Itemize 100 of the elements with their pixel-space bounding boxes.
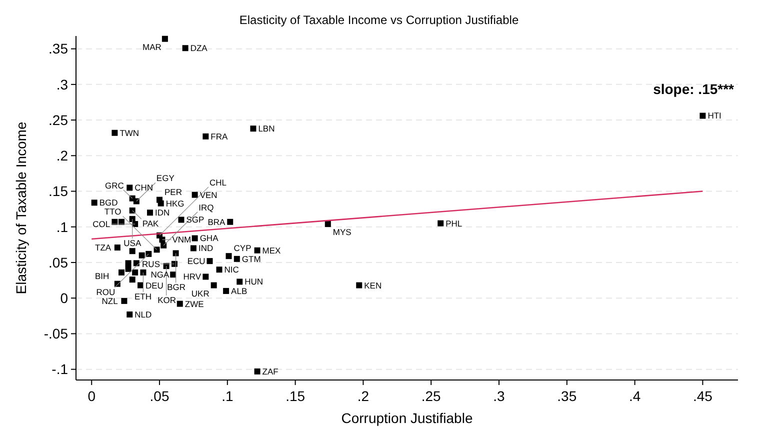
x-tick-label: .2	[357, 388, 370, 404]
annotation: NIC	[224, 264, 239, 275]
point	[223, 288, 230, 294]
point	[176, 300, 183, 307]
annotation: MYS	[332, 227, 352, 237]
annotation: GTM	[242, 254, 261, 264]
y-tick-label: .35	[48, 40, 68, 57]
annotation: BRA	[208, 216, 226, 227]
annotation: IND	[198, 243, 214, 254]
annotation: KOR	[158, 295, 176, 306]
annotation: KEN	[364, 280, 382, 290]
point	[125, 260, 132, 266]
annotation: IRQ	[198, 202, 214, 212]
y-tick-label: -.1	[52, 361, 68, 378]
point	[91, 200, 98, 206]
annotation: TWN	[120, 128, 140, 138]
annotation: ROU	[96, 286, 116, 297]
point	[170, 272, 176, 278]
point	[140, 269, 146, 276]
annotation: NGA	[150, 270, 170, 280]
annotation: slope: .15***	[653, 81, 735, 97]
annotation: CHN	[134, 182, 154, 193]
annotation: GRC	[104, 180, 124, 190]
annotation: BGD	[99, 198, 118, 208]
annotation: NLD	[134, 309, 152, 320]
point	[162, 36, 168, 42]
point	[129, 248, 136, 254]
point	[138, 252, 145, 258]
annotation: ETH	[134, 291, 152, 302]
x-tick-label: 0	[88, 388, 96, 404]
x-tick-label: .4	[628, 388, 641, 404]
annotation: RUS	[142, 258, 160, 269]
y-tick-label: .3	[56, 76, 68, 92]
point	[160, 242, 167, 248]
point	[121, 298, 128, 304]
annotation: PAK	[142, 218, 160, 228]
annotation: TZA	[95, 242, 112, 253]
point	[129, 207, 136, 214]
annotation: NZL	[102, 296, 118, 306]
annotation: LBN	[258, 124, 275, 134]
point	[254, 247, 260, 254]
point	[172, 250, 179, 256]
annotation: PER	[164, 186, 182, 197]
y-tick-label: .2	[56, 148, 68, 164]
annotation: BIH	[95, 270, 110, 281]
y-tick-label: .1	[56, 218, 68, 235]
point	[254, 368, 260, 374]
point	[178, 216, 184, 223]
annotation: ECU	[187, 256, 206, 266]
annotation: FRA	[210, 131, 228, 142]
x-tick-label: .45	[692, 388, 713, 404]
point	[125, 266, 132, 272]
point	[182, 45, 188, 52]
point	[324, 221, 331, 228]
annotation: PHL	[446, 218, 462, 228]
point	[234, 256, 240, 262]
annotation: HTI	[708, 110, 722, 121]
annotation: ALB	[231, 286, 248, 296]
x-axis-title: Corruption Justifiable	[341, 410, 473, 426]
annotation: VEN	[200, 190, 218, 200]
annotation: ZWE	[184, 298, 204, 309]
annotation: GHA	[200, 233, 219, 244]
point	[132, 269, 138, 276]
annotation: EGY	[156, 173, 175, 184]
y-tick-label: .05	[48, 254, 68, 270]
point	[192, 235, 198, 242]
annotation: HUN	[244, 276, 264, 287]
point	[356, 282, 362, 288]
point	[154, 246, 160, 253]
point	[202, 133, 209, 140]
annotation: MEX	[262, 245, 282, 256]
point	[146, 250, 152, 257]
y-tick-label: .15	[48, 183, 68, 200]
annotation: TTO	[104, 206, 122, 217]
point	[158, 200, 164, 206]
point	[114, 244, 120, 251]
point	[112, 130, 118, 136]
x-tick-label: .1	[222, 388, 234, 404]
point	[133, 198, 140, 204]
point	[129, 276, 136, 283]
point	[118, 269, 124, 276]
annotation: COL	[92, 219, 110, 229]
point	[126, 311, 133, 318]
annotation: BGR	[167, 282, 186, 292]
annotation: ZAF	[262, 366, 278, 376]
point	[700, 112, 706, 119]
annotation: USA	[124, 238, 142, 248]
annotation: CYP	[234, 243, 252, 254]
point	[236, 278, 243, 285]
annotation: DEU	[146, 280, 164, 290]
y-axis-title: Elasticity of Taxable Income	[13, 122, 29, 294]
x-tick-label: .05	[150, 388, 170, 404]
annotation: HRV	[183, 272, 202, 282]
x-tick-label: .3	[493, 388, 506, 404]
point	[216, 266, 222, 273]
point	[226, 253, 232, 260]
annotation: SGP	[186, 214, 205, 225]
annotation: UKR	[191, 288, 210, 298]
x-tick-label: .15	[286, 388, 306, 404]
annotation: HKG	[166, 198, 184, 208]
